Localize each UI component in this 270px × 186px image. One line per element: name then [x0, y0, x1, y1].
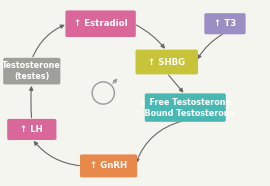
Text: ↑ LH: ↑ LH [21, 125, 43, 134]
Text: ↑ Estradiol: ↑ Estradiol [74, 19, 127, 28]
FancyBboxPatch shape [145, 93, 226, 122]
FancyBboxPatch shape [3, 58, 60, 84]
Text: Testosterone
(testes): Testosterone (testes) [2, 61, 61, 81]
FancyBboxPatch shape [80, 154, 137, 177]
Text: ↑ SHBG: ↑ SHBG [148, 57, 185, 67]
FancyBboxPatch shape [136, 50, 198, 74]
FancyBboxPatch shape [7, 119, 56, 140]
Text: ↑ GnRH: ↑ GnRH [90, 161, 127, 170]
FancyBboxPatch shape [65, 10, 136, 37]
Text: ↑ T3: ↑ T3 [214, 19, 236, 28]
Text: ↓ Free Testosterone
↑ Bound Testosterone: ↓ Free Testosterone ↑ Bound Testosterone [135, 97, 235, 118]
FancyBboxPatch shape [204, 13, 246, 34]
